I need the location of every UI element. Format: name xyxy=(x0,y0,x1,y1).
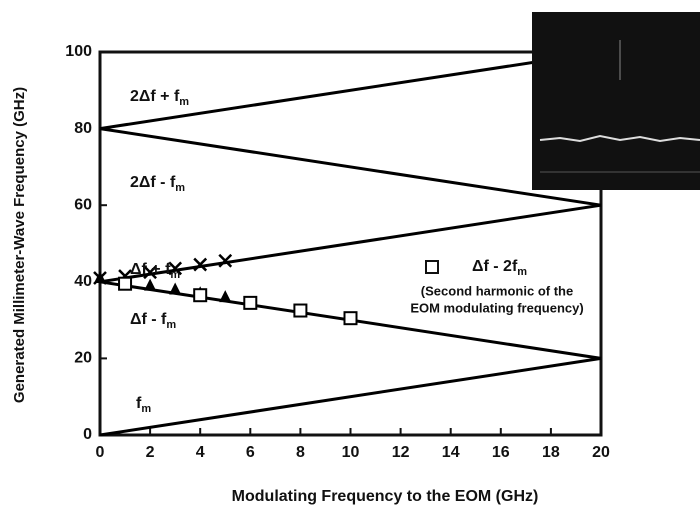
annotation-subscript: m xyxy=(141,403,151,415)
x-tick-label: 4 xyxy=(196,444,205,461)
x-tick-label: 12 xyxy=(392,444,410,461)
y-tick-label: 20 xyxy=(74,350,92,367)
triangle-marker xyxy=(169,282,181,294)
note-line: (Second harmonic of the xyxy=(421,283,573,298)
annotation-text: 2Δf - f xyxy=(130,174,176,191)
triangle-marker xyxy=(144,279,156,291)
square-marker xyxy=(294,305,306,317)
triangle-marker xyxy=(219,290,231,302)
x-tick-label: 6 xyxy=(246,444,255,461)
chart: 024681012141618200204060801002Δf + fm2Δf… xyxy=(0,0,700,525)
y-tick-label: 40 xyxy=(74,273,92,290)
annotation-text: Δf - 2f xyxy=(472,258,518,275)
x-tick-label: 0 xyxy=(96,444,105,461)
annotation: Δf - fm xyxy=(130,311,176,331)
annotation: Δf + fm xyxy=(130,261,180,281)
x-tick-label: 2 xyxy=(146,444,155,461)
x-tick-label: 16 xyxy=(492,444,510,461)
annotation-text: 2Δf + f xyxy=(130,88,180,105)
annotation-subscript: m xyxy=(166,319,176,331)
x-tick-label: 20 xyxy=(592,444,610,461)
y-tick-label: 80 xyxy=(74,120,92,137)
annotation: 2Δf - fm xyxy=(130,174,185,194)
annotation: Δf - 2fm xyxy=(472,258,527,278)
x-tick-label: 8 xyxy=(296,444,305,461)
note-line: EOM modulating frequency) xyxy=(410,300,583,315)
inset-image xyxy=(532,12,700,190)
y-tick-label: 0 xyxy=(83,426,92,443)
y-axis-label: Generated Millimeter-Wave Frequency (GHz… xyxy=(11,87,28,403)
legend-square xyxy=(426,261,438,273)
annotation-text: Δf - f xyxy=(130,311,167,328)
annotation: 2Δf + fm xyxy=(130,88,189,108)
x-tick-label: 10 xyxy=(342,444,360,461)
annotation-subscript: m xyxy=(170,269,180,281)
annotation-subscript: m xyxy=(517,266,527,278)
annotation: fm xyxy=(136,395,151,415)
annotation-text: Δf + f xyxy=(130,261,171,278)
y-tick-label: 100 xyxy=(65,43,92,60)
square-marker xyxy=(194,289,206,301)
x-tick-label: 14 xyxy=(442,444,460,461)
annotation-subscript: m xyxy=(175,182,185,194)
square-marker xyxy=(244,297,256,309)
annotation-subscript: m xyxy=(179,96,189,108)
x-axis-label: Modulating Frequency to the EOM (GHz) xyxy=(232,488,539,505)
x-tick-label: 18 xyxy=(542,444,560,461)
y-tick-label: 60 xyxy=(74,196,92,213)
series-line xyxy=(100,358,601,435)
square-marker xyxy=(345,312,357,324)
square-marker xyxy=(119,278,131,290)
